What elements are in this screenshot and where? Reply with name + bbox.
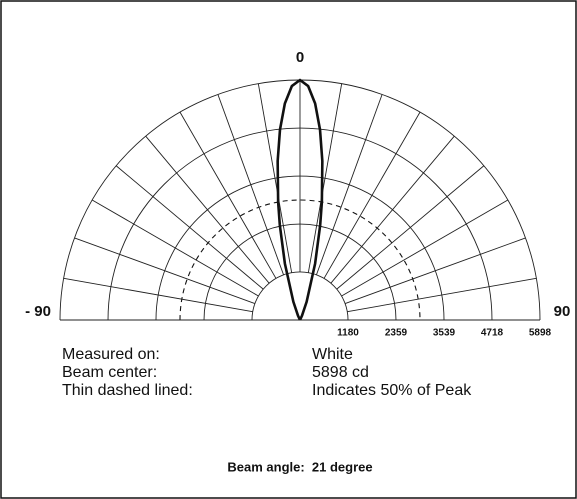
r-tick-label: 2359 bbox=[385, 328, 408, 339]
r-tick-label: 1180 bbox=[337, 328, 359, 339]
ray bbox=[315, 94, 383, 276]
half-peak-ring bbox=[179, 199, 421, 321]
info-label: Thin dashed lined: bbox=[62, 382, 193, 399]
info-label: Beam center: bbox=[62, 364, 157, 381]
ray bbox=[145, 135, 270, 284]
ray bbox=[179, 111, 277, 279]
r-tick-label: 3539 bbox=[433, 328, 456, 339]
ray bbox=[323, 111, 421, 279]
ray bbox=[63, 277, 253, 313]
footer: Beam angle: 21 degree bbox=[227, 459, 372, 474]
ray bbox=[307, 83, 343, 273]
info-label: Measured on: bbox=[62, 346, 160, 363]
r-tick-label: 4718 bbox=[481, 328, 504, 339]
ray bbox=[344, 237, 526, 305]
ring bbox=[251, 271, 349, 321]
ray bbox=[336, 165, 485, 290]
info-value: Indicates 50% of Peak bbox=[312, 382, 472, 399]
ray bbox=[74, 237, 256, 305]
ray bbox=[341, 199, 509, 297]
info-value: White bbox=[312, 346, 353, 363]
ray bbox=[330, 135, 455, 284]
ray bbox=[257, 83, 293, 273]
angle-tick-label: 0 bbox=[296, 49, 304, 66]
r-tick-label: 5898 bbox=[529, 328, 552, 339]
angle-tick-label: - 90 bbox=[25, 303, 51, 320]
beam-lobe bbox=[276, 78, 324, 321]
ray bbox=[91, 199, 259, 297]
info-value: 5898 cd bbox=[312, 364, 369, 381]
ray bbox=[115, 165, 264, 290]
angle-tick-label: 90 bbox=[554, 303, 571, 320]
ray bbox=[347, 277, 537, 313]
ray bbox=[217, 94, 285, 276]
